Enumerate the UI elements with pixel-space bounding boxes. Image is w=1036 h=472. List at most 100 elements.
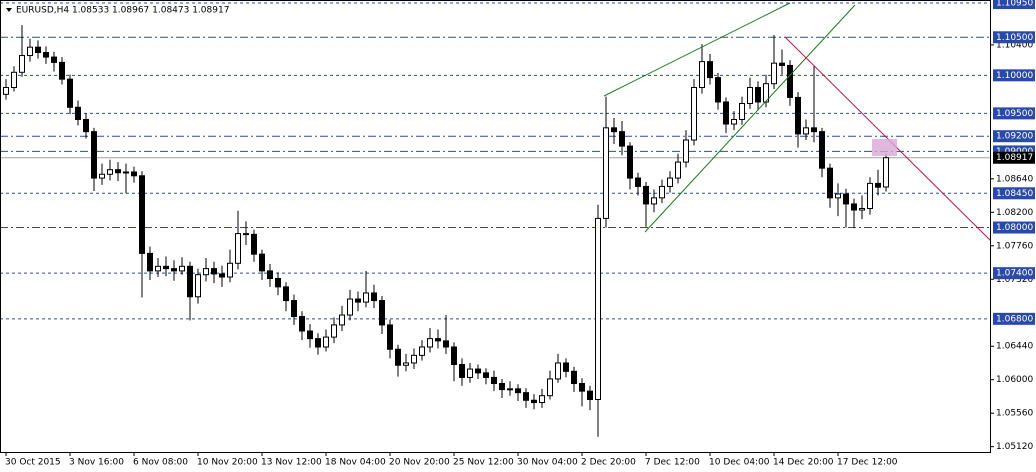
candle-body: [307, 330, 313, 340]
candle-body: [419, 346, 425, 356]
trend-line: [644, 4, 856, 233]
candle-body: [131, 171, 137, 177]
candle-body: [331, 324, 337, 338]
candle-body: [467, 368, 473, 378]
y-tick-label: 1.05560: [996, 409, 1033, 419]
x-tick-label: 30 Oct 2015: [5, 458, 61, 468]
candle-body: [211, 268, 217, 275]
candle-body: [251, 233, 257, 255]
candle-body: [451, 346, 457, 365]
candle-body: [411, 354, 417, 364]
candle-body: [779, 62, 785, 66]
candle-body: [19, 55, 25, 73]
x-tick-label: 10 Nov 20:00: [197, 458, 258, 468]
y-tick-label: 1.06000: [996, 375, 1033, 385]
level-label-box: [993, 31, 1035, 44]
price-axis: 1.05120 1.05560 1.06000 1.06440 1.07320 1.077…: [990, 0, 1035, 452]
candle-body: [187, 265, 193, 298]
candle-body: [99, 173, 105, 179]
level-label: 1.10500: [996, 33, 1033, 43]
candle-body: [483, 372, 489, 378]
y-tick-label: 1.06440: [996, 342, 1033, 352]
candle-body: [283, 286, 289, 302]
candle-body: [155, 265, 161, 272]
candle-body: [883, 157, 889, 188]
candle-body: [763, 83, 769, 103]
candle-body: [395, 348, 401, 366]
candle-body: [875, 182, 881, 188]
plot-frame: [0, 0, 991, 453]
candle-body: [731, 118, 737, 125]
x-tick-label: 2 Dec 20:00: [581, 458, 636, 468]
candle-body: [459, 363, 465, 378]
level-label-box: [993, 130, 1035, 143]
candle-body: [843, 193, 849, 205]
candle-body: [635, 177, 641, 187]
candle-body: [315, 338, 321, 348]
candle-body: [603, 127, 609, 219]
candle-body: [267, 270, 273, 280]
candle-body: [67, 78, 73, 108]
bid-label-box: [993, 151, 1035, 164]
candle-body: [499, 383, 505, 391]
candle-body: [171, 268, 177, 272]
candle-body: [755, 87, 761, 103]
y-tick-label: 1.08200: [996, 208, 1033, 218]
candle-body: [347, 298, 353, 316]
candle-body: [563, 362, 569, 372]
candle-body: [827, 167, 833, 199]
candle-body: [59, 61, 65, 80]
x-tick-label: 17 Dec 12:00: [837, 458, 898, 468]
level-label: 1.08000: [996, 223, 1033, 233]
level-label: 1.10000: [996, 71, 1033, 81]
candle-body: [835, 193, 841, 199]
candle-body: [747, 87, 753, 104]
candle-body: [219, 273, 225, 278]
candle-body: [675, 161, 681, 179]
candle-body: [75, 106, 81, 120]
candle-body: [555, 362, 561, 380]
candle-body: [35, 46, 41, 54]
candle-body: [859, 207, 865, 211]
candle-body: [235, 233, 241, 264]
candle-body: [83, 118, 89, 133]
candle-body: [627, 145, 633, 179]
candle-body: [507, 388, 513, 391]
x-tick-label: 20 Nov 20:00: [389, 458, 450, 468]
candle-body: [227, 262, 233, 278]
level-label-box: [993, 221, 1035, 234]
candle-body: [795, 96, 801, 135]
level-label: 1.08450: [996, 189, 1033, 199]
candle-body: [427, 338, 433, 348]
y-tick-label: 1.07320: [996, 275, 1033, 285]
candle-body: [571, 370, 577, 385]
x-tick-label: 10 Dec 04:00: [709, 458, 770, 468]
y-tick-label: 1.05120: [996, 442, 1033, 452]
candle-body: [339, 314, 345, 326]
candle-body: [611, 127, 617, 133]
candle-body: [723, 101, 729, 125]
candle-body: [443, 340, 449, 348]
x-tick-label: 25 Nov 12:00: [453, 458, 514, 468]
candle-body: [27, 46, 33, 57]
candle-body: [819, 131, 825, 169]
candle-body: [531, 399, 537, 404]
x-tick-label: 18 Nov 04:00: [325, 458, 386, 468]
candle-body: [123, 171, 129, 174]
candle-body: [243, 233, 249, 236]
level-label: 1.10950: [996, 0, 1033, 9]
candle-body: [115, 169, 121, 174]
y-tick-label: 1.08640: [996, 174, 1033, 184]
candle-body: [371, 292, 377, 302]
candle-body: [43, 52, 49, 58]
candle-body: [107, 169, 113, 175]
candle-body: [539, 395, 545, 404]
candle-body: [739, 102, 745, 120]
bid-label: 1.08917: [996, 153, 1033, 163]
candles: [3, 25, 889, 437]
candle-body: [179, 265, 185, 272]
level-label: 1.07400: [996, 269, 1033, 279]
level-label-box: [993, 69, 1035, 82]
